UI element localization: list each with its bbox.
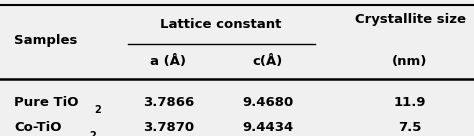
Text: Crystallite size: Crystallite size xyxy=(355,13,465,26)
Text: 11.9: 11.9 xyxy=(394,95,426,109)
Text: Samples: Samples xyxy=(14,34,78,47)
Text: 2: 2 xyxy=(89,131,96,136)
Text: 3.7866: 3.7866 xyxy=(143,95,194,109)
Text: Pure TiO: Pure TiO xyxy=(14,95,79,109)
Text: a (Å): a (Å) xyxy=(150,55,186,68)
Text: Co-TiO: Co-TiO xyxy=(14,121,62,134)
Text: 9.4434: 9.4434 xyxy=(242,121,293,134)
Text: 7.5: 7.5 xyxy=(398,121,422,134)
Text: 9.4680: 9.4680 xyxy=(242,95,293,109)
Text: 3.7870: 3.7870 xyxy=(143,121,194,134)
Text: 2: 2 xyxy=(94,105,100,115)
Text: (nm): (nm) xyxy=(392,55,428,68)
Text: c(Å): c(Å) xyxy=(253,55,283,68)
Text: Lattice constant: Lattice constant xyxy=(160,18,281,31)
